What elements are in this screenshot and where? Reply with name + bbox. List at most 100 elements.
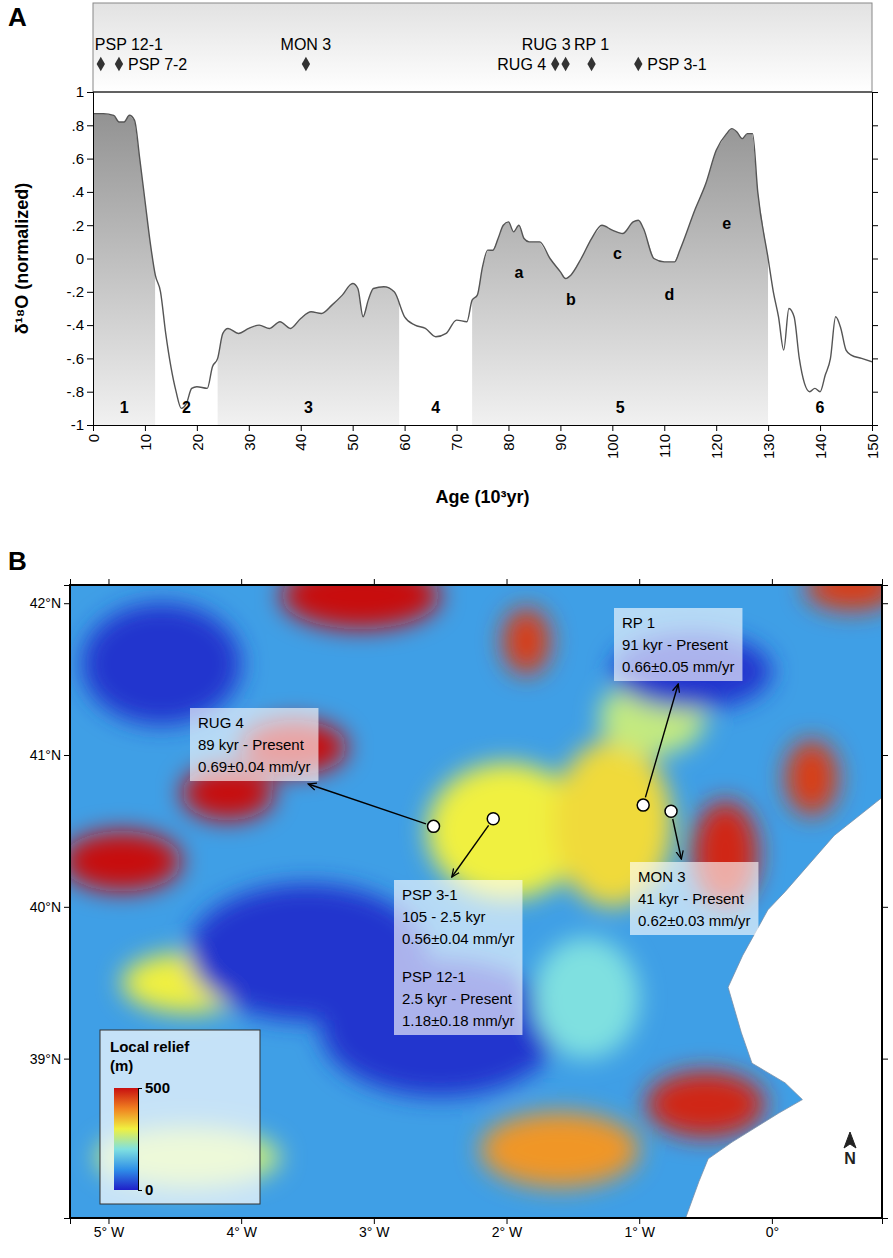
colorbar-axis-tick: 500 — [138, 1079, 170, 1096]
substage-label: d — [665, 286, 675, 303]
lon-axis: 5° W4° W3° W2° W1° W0° — [71, 1218, 883, 1240]
lat-axis-tick-mark — [64, 907, 70, 908]
sample-marker — [634, 57, 642, 71]
y-axis-tick-mark — [87, 192, 93, 193]
y-axis-right-tick-mark — [872, 325, 878, 326]
lon-axis-tick: 2° W — [492, 1218, 523, 1240]
site-dot — [428, 820, 440, 832]
isotope-curve — [93, 114, 872, 409]
lat-axis-tick: 42°N — [30, 595, 70, 611]
map-area — [70, 585, 882, 1218]
y-axis-right-tick — [872, 292, 878, 293]
lon-axis-tick-label: 4° W — [226, 1224, 257, 1240]
x-axis-tick: 110 — [656, 425, 673, 458]
x-axis-tick-label: 50 — [344, 434, 361, 451]
x-axis-tick-mark — [768, 425, 769, 431]
stage-label: 5 — [616, 399, 625, 416]
y-axis-right-tick-mark — [872, 392, 878, 393]
arrow — [673, 819, 682, 859]
lon-axis-top-tick-mark — [241, 579, 242, 585]
x-axis-tick-label: 130 — [760, 434, 777, 459]
stage-area — [93, 114, 155, 425]
x-axis-tick: 50 — [344, 425, 361, 451]
y-axis-tick-label: .2 — [71, 217, 84, 234]
lat-axis-right-line — [883, 586, 889, 1219]
y-axis-right-tick-mark — [872, 358, 878, 359]
y-axis-right-tick — [872, 192, 878, 193]
relief-patch — [480, 1112, 639, 1188]
y-axis-tick-label: -.6 — [66, 350, 84, 367]
x-axis-tick-label: 80 — [500, 434, 517, 451]
lat-axis-right — [882, 586, 888, 1219]
relief-legend: Local relief(m)0500 — [100, 1030, 260, 1204]
y-axis-right-tick-mark — [872, 259, 878, 260]
site-callout: RP 191 kyr - Present0.66±0.05 mm/yr — [614, 608, 742, 681]
y-axis-tick-label: -.2 — [66, 283, 84, 300]
sample-label: MON 3 — [281, 36, 332, 53]
sample-marker — [551, 57, 559, 71]
lat-axis-right-tick-mark — [882, 755, 888, 756]
relief-patch — [70, 831, 181, 892]
y-axis-right-tick — [872, 159, 878, 160]
y-axis-right-tick-mark — [872, 125, 878, 126]
sample-label: PSP 3-1 — [647, 56, 706, 73]
site-callout: MON 341 kyr - Present0.62±0.03 mm/yr — [630, 862, 758, 935]
lon-axis-tick-label: 3° W — [359, 1224, 390, 1240]
stage-area — [399, 114, 472, 425]
y-axis-tick-mark — [87, 292, 93, 293]
colorbar-axis-tick-mark — [138, 1088, 142, 1089]
relief-patch — [646, 1071, 765, 1138]
x-axis-tick-label: 20 — [189, 434, 206, 451]
site-callout: RUG 4 89 kyr - Present 0.69±0.04 mm/yr — [190, 708, 318, 781]
arrow — [452, 825, 489, 877]
y-axis-tick-label: 0 — [76, 250, 84, 267]
site-rate: 1.18±0.18 mm/yr — [402, 1012, 514, 1029]
y-axis-tick: 1 — [76, 83, 93, 100]
site-name: RP 1 — [622, 614, 655, 631]
x-axis-tick: 90 — [552, 425, 569, 451]
lon-axis-tick-label: 0° — [766, 1224, 779, 1240]
site-annotations: RUG 489 kyr - Present0.69±0.04 mm/yrPSP … — [190, 608, 758, 1035]
y-axis-right-tick — [872, 425, 878, 426]
site-dot — [665, 805, 677, 817]
site-period: 89 kyr - Present — [198, 736, 305, 753]
x-axis-line — [94, 426, 873, 432]
y-axis-right-tick — [872, 259, 878, 260]
colorbar-axis-line — [139, 1089, 143, 1191]
y-axis-tick-label: .8 — [71, 117, 84, 134]
lon-axis-top-tick — [639, 579, 640, 585]
x-axis-tick: 120 — [708, 425, 725, 459]
relief-patch — [281, 585, 440, 629]
x-axis-tick: 70 — [448, 425, 465, 451]
x-axis-tick: 60 — [396, 425, 413, 451]
x-axis-tick-label: 40 — [292, 434, 309, 451]
arrow — [308, 784, 426, 824]
lon-axis-top-tick-mark — [772, 579, 773, 585]
lat-axis: 39°N40°N41°N42°N — [30, 586, 71, 1219]
y-axis-right-tick — [872, 358, 878, 359]
frame-top — [93, 92, 872, 93]
lat-axis-right-tick — [882, 603, 888, 604]
lat-axis-tick-label: 41°N — [30, 747, 61, 763]
stage-label: 3 — [304, 399, 313, 416]
x-axis-tick: 10 — [137, 425, 154, 451]
site-rate: 0.69±0.04 mm/yr — [198, 758, 310, 775]
relief-patch — [613, 634, 772, 710]
x-axis-tick-mark — [508, 425, 509, 431]
lat-axis-tick: 41°N — [30, 747, 70, 763]
y-axis-right-tick — [872, 92, 878, 93]
y-axis-right-tick-mark — [872, 225, 878, 226]
y-axis-right-tick-mark — [872, 92, 878, 93]
substage-label: e — [722, 215, 731, 232]
x-axis-tick-mark — [664, 425, 665, 431]
lat-axis-tick-mark — [64, 603, 70, 604]
lat-axis-right-tick — [882, 1059, 888, 1060]
site-period: 41 kyr - Present — [638, 890, 745, 907]
label-box — [614, 608, 742, 681]
site-rate: 0.66±0.05 mm/yr — [622, 658, 734, 675]
site-name: RUG 4 — [198, 714, 244, 731]
lat-axis-tick: 40°N — [30, 899, 70, 915]
x-axis-tick: 30 — [241, 425, 258, 451]
lat-axis-tick-label: 40°N — [30, 899, 61, 915]
y-axis-title: δ¹⁸O (normalized) — [12, 183, 32, 334]
